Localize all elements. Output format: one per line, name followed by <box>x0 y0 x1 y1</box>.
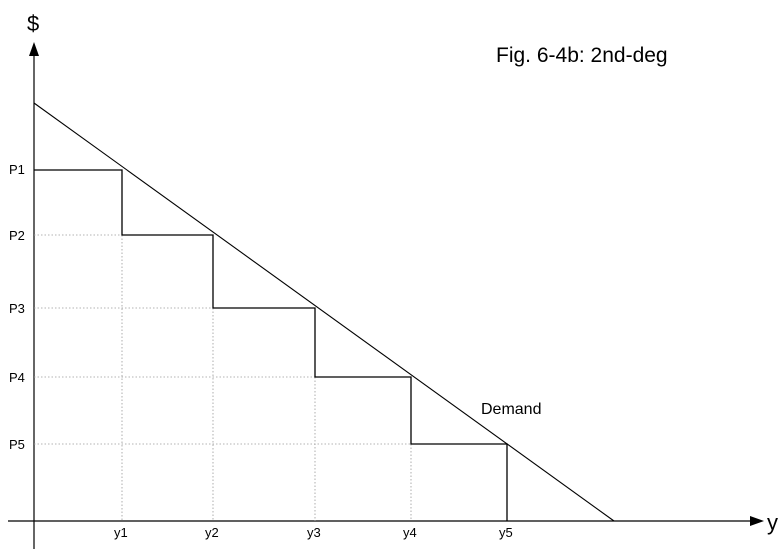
x-axis-arrow-icon <box>750 516 764 526</box>
price-labels: P1 P2 P3 P4 P5 <box>9 162 25 452</box>
quantity-label-y2: y2 <box>205 525 219 540</box>
x-axis <box>8 516 764 526</box>
guide-lines <box>34 234 507 521</box>
y-axis-arrow-icon <box>29 42 39 56</box>
quantity-label-y4: y4 <box>403 525 417 540</box>
price-label-p4: P4 <box>9 370 25 385</box>
figure-title: Fig. 6-4b: 2nd-deg <box>496 44 668 67</box>
quantity-label-y1: y1 <box>114 525 128 540</box>
price-label-p3: P3 <box>9 301 25 316</box>
y-axis <box>29 42 39 549</box>
quantity-labels: y1 y2 y3 y4 y5 <box>114 525 513 540</box>
y-axis-label: $ <box>27 11 39 36</box>
quantity-label-y3: y3 <box>307 525 321 540</box>
demand-label: Demand <box>481 401 541 418</box>
demand-curve <box>33 102 615 522</box>
x-axis-label: y <box>767 510 778 535</box>
quantity-label-y5: y5 <box>499 525 513 540</box>
block-price-steps <box>34 169 508 521</box>
price-label-p5: P5 <box>9 437 25 452</box>
price-label-p1: P1 <box>9 162 25 177</box>
price-label-p2: P2 <box>9 228 25 243</box>
